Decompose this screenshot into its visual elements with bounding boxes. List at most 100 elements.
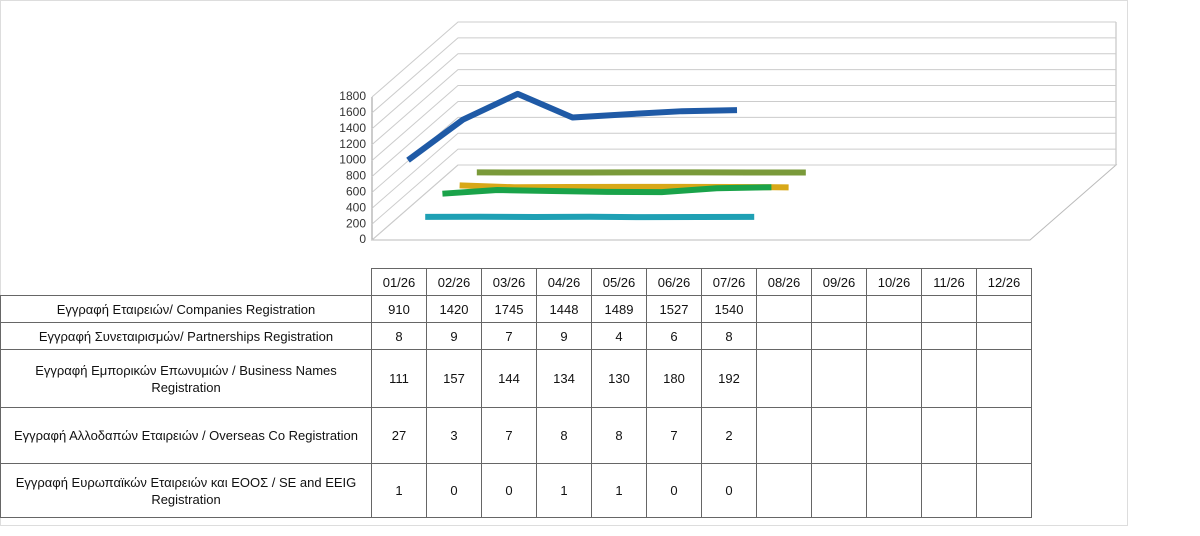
x-tick-label: 02/26: [426, 268, 482, 296]
chart-border: [0, 0, 1128, 526]
data-label: 1489: [591, 295, 647, 323]
table-row: Εγγραφή Εταιρειών/ Companies Registratio…: [0, 295, 1032, 323]
blank-cell: [1, 269, 372, 296]
data-label: 8: [701, 322, 757, 350]
empty-cell: [811, 349, 867, 408]
empty-cell: [976, 349, 1032, 408]
y-tick-label: 1400: [339, 121, 366, 135]
data-label: 0: [426, 463, 482, 518]
table-header-row: 01/26 02/26 03/26 04/26 05/26 06/26 07/26 08/26…: [1, 268, 1032, 296]
data-label: 7: [481, 322, 537, 350]
legend-entry: Εγγραφή Αλλοδαπών Εταιρειών / Overseas C…: [0, 407, 372, 464]
empty-cell: [811, 407, 867, 464]
empty-cell: [811, 463, 867, 518]
empty-cell: [756, 463, 812, 518]
table-row: Εγγραφή Αλλοδαπών Εταιρειών / Overseas C…: [0, 407, 1032, 464]
empty-cell: [976, 295, 1032, 323]
grid-line: [371, 148, 1116, 225]
grid-line: [371, 53, 1116, 130]
data-label: 1420: [426, 295, 482, 323]
empty-cell: [811, 322, 867, 350]
data-label: 134: [536, 349, 592, 408]
empty-cell: [866, 349, 922, 408]
data-label: 1: [371, 463, 427, 518]
empty-cell: [866, 322, 922, 350]
grid-line: [371, 116, 1116, 193]
data-label: 8: [371, 322, 427, 350]
y-tick-label: 800: [346, 169, 366, 183]
grid-line: [371, 132, 1116, 209]
data-label: 0: [701, 463, 757, 518]
x-tick-label: 04/26: [536, 268, 592, 296]
empty-cell: [756, 349, 812, 408]
data-label: 3: [426, 407, 482, 464]
data-label: 27: [371, 407, 427, 464]
data-label: 4: [591, 322, 647, 350]
empty-cell: [756, 295, 812, 323]
series-line: [442, 184, 772, 197]
legend-entry: Εγγραφή Εμπορικών Επωνυμιών / Business N…: [0, 349, 372, 408]
y-tick-label: 200: [346, 216, 366, 230]
empty-cell: [866, 463, 922, 518]
grid-line: [371, 85, 1116, 161]
data-label: 910: [371, 295, 427, 323]
grid-line: [371, 164, 1116, 241]
data-label: 130: [591, 349, 647, 408]
x-tick-label: 12/26: [976, 268, 1032, 296]
legend-entry: Εγγραφή Ευρωπαϊκών Εταιρειών και ΕΟΟΣ / …: [0, 463, 372, 518]
series-line: [406, 90, 738, 163]
x-tick-label: 03/26: [481, 268, 537, 296]
data-label: 144: [481, 349, 537, 408]
data-label: 8: [536, 407, 592, 464]
grid-line: [371, 100, 1116, 177]
data-label: 192: [701, 349, 757, 408]
table-row: Εγγραφή Συνεταιρισμών/ Partnerships Regi…: [0, 322, 1032, 350]
x-tick-label: 07/26: [701, 268, 757, 296]
empty-cell: [921, 295, 977, 323]
data-label: 180: [646, 349, 702, 408]
data-label: 0: [481, 463, 537, 518]
y-tick-label: 1800: [339, 89, 366, 103]
floor: [370, 164, 1118, 241]
grid-line: [371, 21, 1116, 98]
y-tick-label: 600: [346, 185, 366, 199]
data-label: 8: [591, 407, 647, 464]
data-label: 1: [591, 463, 647, 518]
empty-cell: [921, 463, 977, 518]
empty-cell: [976, 463, 1032, 518]
data-label: 9: [536, 322, 592, 350]
empty-cell: [921, 349, 977, 408]
data-label: 1448: [536, 295, 592, 323]
x-tick-label: 06/26: [646, 268, 702, 296]
empty-cell: [756, 322, 812, 350]
x-tick-label: 08/26: [756, 268, 812, 296]
data-label: 2: [701, 407, 757, 464]
x-tick-label: 10/26: [866, 268, 922, 296]
legend-entry: Εγγραφή Εταιρειών/ Companies Registratio…: [0, 295, 372, 323]
empty-cell: [811, 295, 867, 323]
empty-cell: [976, 407, 1032, 464]
empty-cell: [976, 322, 1032, 350]
grid-line: [371, 37, 1116, 114]
data-label: 1540: [701, 295, 757, 323]
empty-cell: [866, 295, 922, 323]
y-tick-label: 0: [359, 232, 366, 246]
data-label: 111: [371, 349, 427, 408]
data-label: 0: [646, 463, 702, 518]
data-label: 1527: [646, 295, 702, 323]
y-tick-label: 1200: [339, 137, 366, 151]
data-label: 1745: [481, 295, 537, 323]
data-label: 7: [481, 407, 537, 464]
grid-line: [371, 69, 1116, 146]
y-tick-label: 400: [346, 200, 366, 214]
legend-entry: Εγγραφή Συνεταιρισμών/ Partnerships Regi…: [0, 322, 372, 350]
x-tick-label: 05/26: [591, 268, 647, 296]
data-label: 157: [426, 349, 482, 408]
y-tick-label: 1600: [339, 105, 366, 119]
empty-cell: [921, 407, 977, 464]
data-label: 1: [536, 463, 592, 518]
data-label: 6: [646, 322, 702, 350]
empty-cell: [921, 322, 977, 350]
